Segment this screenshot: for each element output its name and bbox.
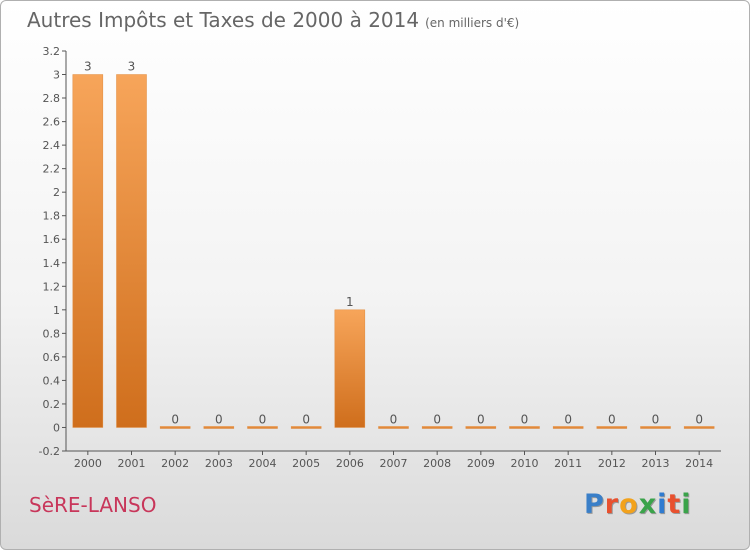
x-tick-label: 2010 — [511, 457, 539, 470]
bar-value-label: 0 — [477, 412, 485, 426]
y-tick-label: 0.4 — [43, 374, 61, 387]
bar-value-label: 0 — [433, 412, 441, 426]
bar — [334, 309, 366, 428]
logo-letter: t — [667, 489, 682, 520]
y-tick-label: 0.2 — [43, 398, 61, 411]
x-tick-label: 2013 — [642, 457, 670, 470]
bar — [596, 426, 628, 429]
x-tick-label: 2000 — [74, 457, 102, 470]
bar — [465, 426, 497, 429]
chart-title-text: Autres Impôts et Taxes de 2000 à 2014 — [27, 8, 420, 32]
x-tick-label: 2005 — [292, 457, 320, 470]
logo-letter: o — [619, 489, 639, 520]
logo-letter: P — [584, 489, 605, 520]
x-tick-label: 2007 — [380, 457, 408, 470]
bar-value-label: 0 — [695, 412, 703, 426]
x-tick-label: 2002 — [161, 457, 189, 470]
logo-letter: i — [681, 489, 692, 520]
y-tick-label: 1.8 — [43, 210, 61, 223]
y-tick-label: -0.2 — [39, 445, 60, 458]
x-tick-label: 2011 — [554, 457, 582, 470]
y-tick-label: 3 — [53, 69, 60, 82]
y-tick-label: 0.8 — [43, 327, 61, 340]
bar — [116, 74, 147, 428]
x-tick-label: 2014 — [685, 457, 713, 470]
bar — [247, 426, 278, 429]
x-tick-label: 2012 — [598, 457, 626, 470]
x-tick-label: 2004 — [249, 457, 277, 470]
bar-value-label: 0 — [259, 412, 267, 426]
x-tick-label: 2009 — [467, 457, 495, 470]
bar-value-label: 0 — [608, 412, 616, 426]
bar — [552, 426, 584, 429]
bar-value-label: 1 — [346, 295, 354, 309]
x-axis: 2000 2001 2002 2003 2004 2005 2006 2007 2008 2009… — [66, 450, 721, 470]
x-tick-label: 2003 — [205, 457, 233, 470]
bar-value-label: 0 — [171, 412, 179, 426]
y-tick-label: 1 — [53, 304, 60, 317]
bar-value-label: 3 — [128, 60, 136, 74]
bar — [290, 426, 322, 429]
bar — [421, 426, 453, 429]
bar-value-label: 0 — [521, 412, 529, 426]
y-axis: -0.2 0 0.2 0.4 0.6 0.8 1 1.2 1.4 1.6 1.8 2 2.2 2.4 2.6… — [39, 45, 67, 458]
y-tick-label: 0 — [53, 421, 60, 434]
logo-letter: x — [638, 489, 658, 520]
y-tick-label: 1.4 — [43, 257, 61, 270]
x-tick-label: 2001 — [118, 457, 146, 470]
bar — [159, 426, 191, 429]
logo-letter: r — [604, 489, 620, 520]
bar-value-label: 0 — [390, 412, 398, 426]
y-tick-label: 0.6 — [43, 351, 61, 364]
commune-name: SèRE-LANSO — [29, 493, 157, 517]
y-tick-label: 2 — [53, 186, 60, 199]
bar — [683, 426, 715, 429]
bar-value-label: 0 — [564, 412, 572, 426]
bar-value-label: 0 — [652, 412, 660, 426]
bar — [72, 74, 104, 428]
bar — [509, 426, 540, 429]
bar-value-label: 0 — [302, 412, 310, 426]
x-tick-label: 2008 — [423, 457, 451, 470]
y-tick-label: 2.2 — [43, 163, 61, 176]
bar — [203, 426, 235, 429]
bars — [72, 74, 715, 429]
y-tick-label: 2.8 — [43, 92, 61, 105]
x-tick-label: 2006 — [336, 457, 364, 470]
logo-letter: i — [657, 489, 668, 520]
y-tick-label: 3.2 — [43, 45, 61, 58]
chart-unit: (en milliers d'€) — [425, 16, 520, 30]
bar-value-label: 0 — [215, 412, 223, 426]
bar — [378, 426, 409, 429]
bar — [640, 426, 671, 429]
bar-value-label: 3 — [84, 60, 92, 74]
y-tick-label: 2.6 — [43, 116, 61, 129]
proxiti-logo[interactable]: Proxiti — [584, 489, 692, 520]
y-tick-label: 2.4 — [43, 139, 61, 152]
y-tick-label: 1.2 — [43, 280, 61, 293]
y-tick-label: 1.6 — [43, 233, 61, 246]
value-labels: 3 3 0 0 0 0 1 0 0 0 0 0 0 0 0 — [84, 60, 703, 427]
chart-title: Autres Impôts et Taxes de 2000 à 2014 (en… — [27, 8, 519, 32]
